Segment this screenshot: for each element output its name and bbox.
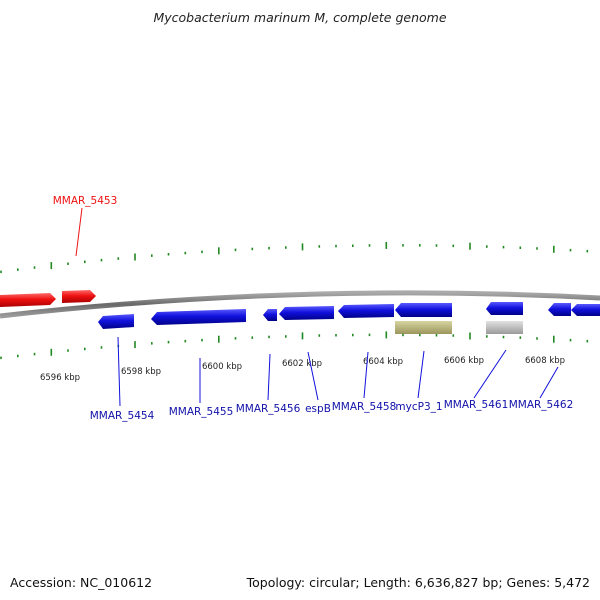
gene-arrow-espb[interactable] <box>279 306 334 320</box>
leader-line-mmar-5453 <box>75 207 83 257</box>
misc-feature-block[interactable] <box>486 321 523 334</box>
gene-label-espb[interactable]: espB <box>305 403 331 415</box>
rna-feature-block[interactable] <box>395 321 452 334</box>
scale-label: 6608 kbp <box>525 356 565 366</box>
forward-strand-genes <box>98 302 600 329</box>
gene-arrow-mmar-5462-a[interactable] <box>548 303 571 316</box>
accession-text: Accession: NC_010612 <box>10 575 152 590</box>
scale-label: 6596 kbp <box>40 373 80 383</box>
scale-label: 6598 kbp <box>121 367 161 377</box>
inner-tick-track <box>0 331 589 360</box>
gene-label-mmar-5455[interactable]: MMAR_5455 <box>169 406 234 418</box>
gene-arrow-mmar-5461[interactable] <box>486 302 523 315</box>
leader-line-mmar-5461 <box>473 349 507 399</box>
scale-label: 6606 kbp <box>444 356 484 366</box>
leader-lines <box>75 207 559 407</box>
gene-label-mmar-5458[interactable]: MMAR_5458 <box>332 401 397 413</box>
gene-label-mmar-5461[interactable]: MMAR_5461 <box>444 399 509 411</box>
gene-arrow-mmar-5458[interactable] <box>338 304 394 318</box>
gene-arrow-mmar-5456[interactable] <box>263 309 277 321</box>
leader-line-mmar-5462 <box>539 366 559 399</box>
gene-label-mmar-5462[interactable]: MMAR_5462 <box>509 399 574 411</box>
leader-line-mmar-5456 <box>267 353 271 401</box>
scale-label: 6604 kbp <box>363 357 403 367</box>
scale-label: 6602 kbp <box>282 359 322 369</box>
gene-arrow-mmar-5454[interactable] <box>98 314 134 329</box>
gene-arrow-mmar-5453-b[interactable] <box>62 290 96 303</box>
gene-arrow-mycp3-1[interactable] <box>395 303 452 317</box>
map-title: Mycobacterium marinum M, complete genome <box>153 10 446 25</box>
genome-summary-text: Topology: circular; Length: 6,636,827 bp… <box>246 575 590 590</box>
gene-label-mmar-5453[interactable]: MMAR_5453 <box>53 195 118 207</box>
gene-arrow-mmar-5453-a[interactable] <box>0 293 56 307</box>
leader-line-espb <box>307 351 319 401</box>
genome-backbone <box>0 290 600 319</box>
scale-label: 6600 kbp <box>202 362 242 372</box>
gene-label-mmar-5456[interactable]: MMAR_5456 <box>236 403 301 415</box>
scale-labels: 6596 kbp 6598 kbp 6600 kbp 6602 kbp 6604… <box>40 356 565 383</box>
gene-arrow-mmar-5455[interactable] <box>151 309 246 325</box>
gene-labels: MMAR_5453 MMAR_5454 MMAR_5455 MMAR_5456 … <box>53 195 574 422</box>
gene-arrow-mmar-5462-b[interactable] <box>571 304 600 316</box>
outer-tick-track <box>0 241 589 274</box>
leader-line-mycp3-1 <box>417 350 425 399</box>
gene-label-mycp3-1[interactable]: mycP3_1 <box>395 401 442 413</box>
gene-label-mmar-5454[interactable]: MMAR_5454 <box>90 410 155 422</box>
reverse-strand-genes <box>0 290 96 307</box>
leader-line-mmar-5458 <box>363 351 369 399</box>
leader-line-mmar-5454 <box>117 336 121 407</box>
